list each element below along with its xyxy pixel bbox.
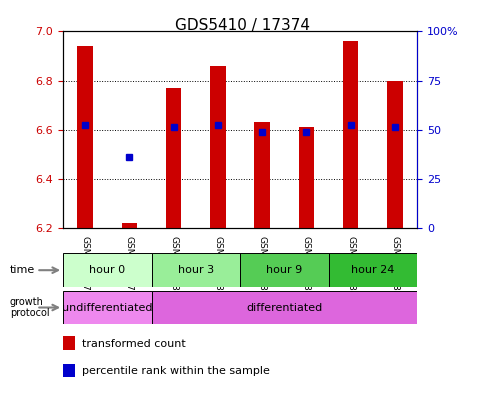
Text: time: time (10, 265, 35, 275)
Bar (210, 66, 225, 228)
FancyBboxPatch shape (151, 253, 240, 287)
Text: undifferentiated: undifferentiated (62, 303, 152, 312)
Bar (77, 46, 93, 228)
FancyBboxPatch shape (240, 253, 328, 287)
Text: GDS5410 / 17374: GDS5410 / 17374 (175, 18, 309, 33)
Bar (342, 41, 358, 228)
Bar (386, 81, 402, 228)
Text: hour 3: hour 3 (178, 265, 213, 275)
Text: differentiated: differentiated (246, 303, 322, 312)
Bar (121, 223, 137, 228)
Text: hour 9: hour 9 (266, 265, 302, 275)
Bar (298, 127, 314, 228)
FancyBboxPatch shape (328, 253, 416, 287)
Text: hour 24: hour 24 (350, 265, 393, 275)
FancyBboxPatch shape (151, 291, 416, 324)
Bar (254, 122, 270, 228)
Text: transformed count: transformed count (82, 339, 186, 349)
FancyBboxPatch shape (63, 253, 151, 287)
Bar (166, 88, 181, 228)
Text: hour 0: hour 0 (89, 265, 125, 275)
Text: growth
protocol: growth protocol (10, 297, 49, 318)
Text: percentile rank within the sample: percentile rank within the sample (82, 366, 270, 376)
FancyBboxPatch shape (63, 291, 151, 324)
